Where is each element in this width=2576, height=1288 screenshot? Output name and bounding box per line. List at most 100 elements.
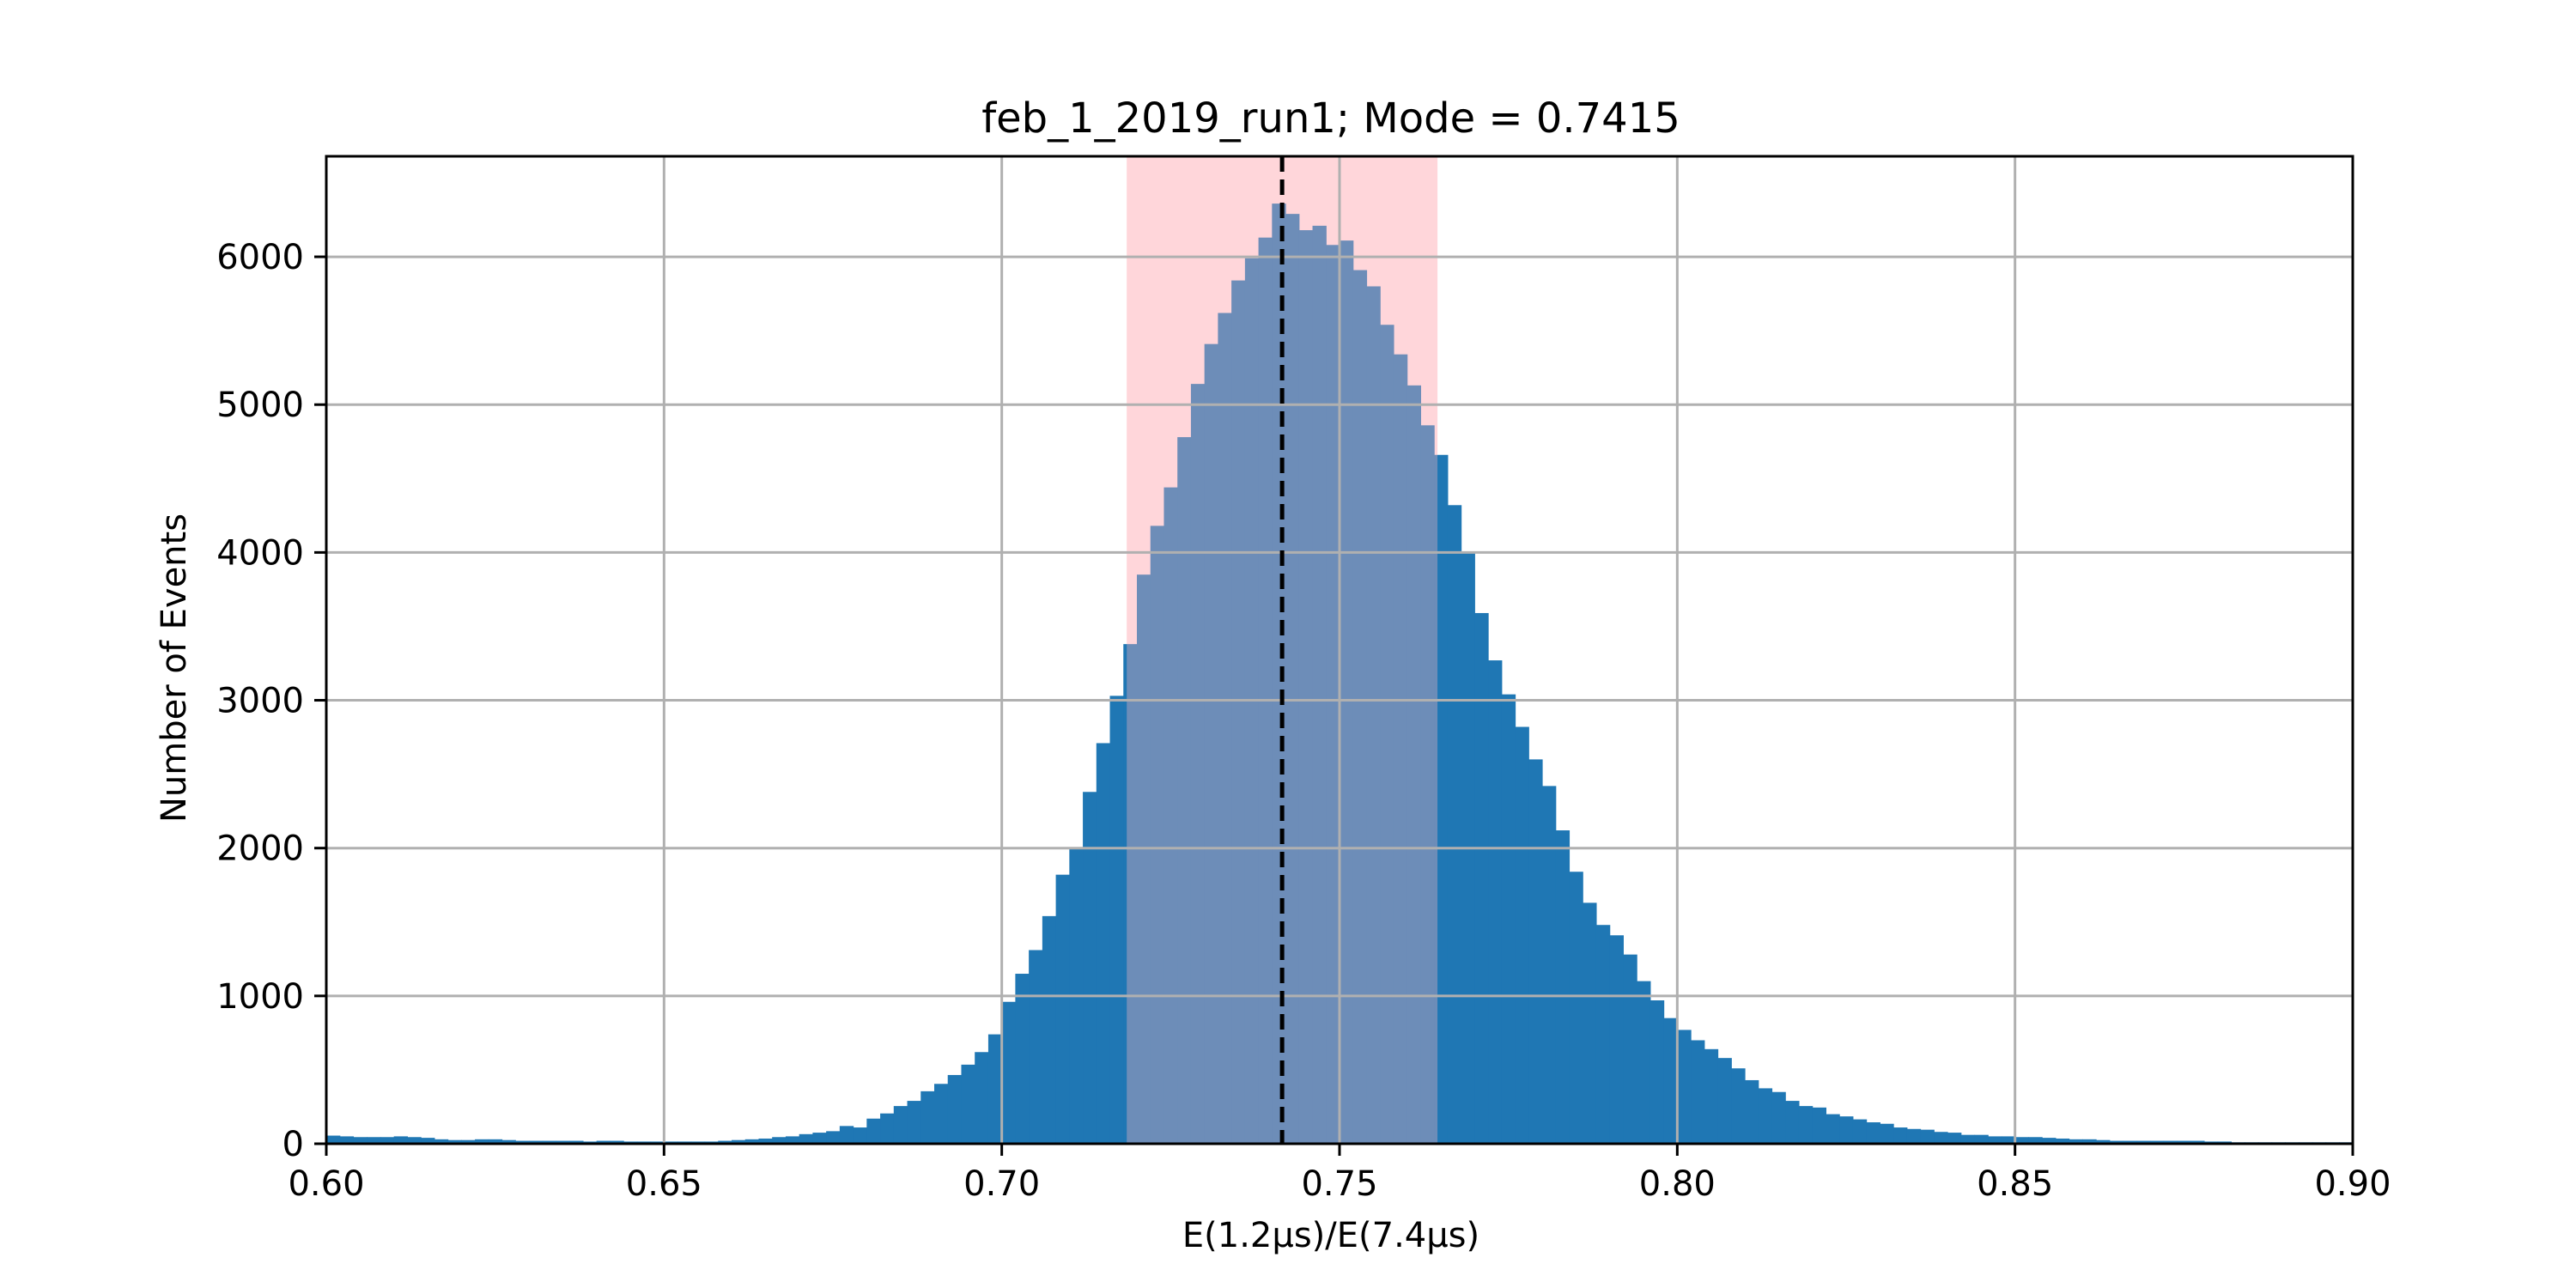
x-tick-label: 0.75 bbox=[1301, 1164, 1377, 1204]
histogram-bar bbox=[556, 1140, 570, 1144]
histogram-bar bbox=[1826, 1114, 1840, 1144]
histogram-bar bbox=[1218, 313, 1232, 1145]
x-tick-label: 0.90 bbox=[2314, 1164, 2391, 1204]
y-tick-label: 5000 bbox=[216, 386, 304, 425]
histogram-bar bbox=[1785, 1101, 1800, 1144]
histogram-bar bbox=[1731, 1068, 1746, 1144]
y-tick-label: 1000 bbox=[216, 977, 304, 1017]
histogram-bar bbox=[610, 1140, 624, 1144]
histogram-bar bbox=[718, 1140, 732, 1144]
histogram-bar bbox=[1677, 1030, 1692, 1144]
histogram-bar bbox=[1649, 1000, 1665, 1144]
y-axis-label: Number of Events bbox=[155, 513, 194, 823]
histogram-bar bbox=[393, 1136, 408, 1144]
histogram-bar bbox=[1015, 974, 1030, 1144]
histogram-bar bbox=[447, 1139, 462, 1144]
histogram-bar bbox=[326, 1135, 341, 1144]
histogram-bar bbox=[907, 1101, 921, 1144]
histogram-bar bbox=[1083, 792, 1097, 1144]
y-tick-label: 4000 bbox=[216, 533, 304, 573]
histogram-bar bbox=[1988, 1136, 2002, 1144]
histogram-bar bbox=[2096, 1139, 2111, 1144]
histogram-bar bbox=[461, 1139, 476, 1144]
histogram-bar bbox=[1406, 385, 1421, 1144]
histogram-bar bbox=[1258, 237, 1273, 1144]
histogram-bar bbox=[1420, 425, 1435, 1144]
histogram-bar bbox=[1812, 1107, 1826, 1144]
histogram-bar bbox=[515, 1140, 530, 1144]
histogram-bar bbox=[1340, 240, 1354, 1144]
x-tick-label: 0.60 bbox=[288, 1164, 364, 1204]
histogram-bar bbox=[826, 1131, 841, 1144]
histogram-bar bbox=[353, 1137, 368, 1144]
histogram-bar bbox=[407, 1137, 422, 1144]
histogram-bar bbox=[1555, 830, 1571, 1144]
y-tick-label: 2000 bbox=[216, 829, 304, 869]
histogram-bar bbox=[1704, 1048, 1719, 1144]
histogram-bar bbox=[744, 1139, 760, 1144]
histogram-bar bbox=[1609, 935, 1624, 1144]
histogram-bar bbox=[1839, 1116, 1854, 1144]
histogram-bar bbox=[1758, 1088, 1773, 1144]
histogram-bar bbox=[1542, 786, 1557, 1144]
x-tick-label: 0.80 bbox=[1639, 1164, 1716, 1204]
histogram-bar bbox=[772, 1137, 787, 1144]
histogram-bar bbox=[1326, 245, 1340, 1144]
histogram-bar bbox=[987, 1034, 1003, 1144]
histogram-bar bbox=[2042, 1138, 2057, 1144]
y-tick-label: 3000 bbox=[216, 682, 304, 721]
histogram-bar bbox=[893, 1106, 908, 1144]
histogram-bar bbox=[2055, 1138, 2070, 1144]
histogram-bar bbox=[758, 1138, 773, 1144]
histogram-bar bbox=[947, 1074, 963, 1144]
histogram-bar bbox=[596, 1140, 611, 1144]
histogram-bar bbox=[1880, 1123, 1894, 1144]
histogram-bar bbox=[380, 1137, 395, 1144]
histogram-bar bbox=[1298, 230, 1314, 1144]
histogram-bar bbox=[1771, 1091, 1786, 1144]
histogram-bar bbox=[1947, 1133, 1962, 1144]
histogram-bar bbox=[934, 1084, 949, 1144]
histogram-bar bbox=[2163, 1140, 2178, 1144]
histogram-bar bbox=[339, 1136, 355, 1144]
histogram-bar bbox=[799, 1133, 813, 1144]
x-tick-label: 0.65 bbox=[626, 1164, 702, 1204]
axis-ticks: 0.60 0.65 0.70 0.75 0.80 0.85 0.90 0 1000 2000 300… bbox=[216, 238, 2391, 1204]
histogram-bar bbox=[434, 1139, 449, 1144]
histogram-bar bbox=[1055, 874, 1070, 1144]
histogram-bar bbox=[1798, 1106, 1814, 1144]
histogram-bar bbox=[2028, 1137, 2043, 1144]
x-tick-label: 0.70 bbox=[963, 1164, 1040, 1204]
y-tick-label: 0 bbox=[283, 1125, 304, 1164]
histogram-bar bbox=[529, 1140, 544, 1144]
histogram-bar bbox=[2014, 1137, 2029, 1144]
histogram-bar bbox=[1934, 1132, 1948, 1144]
histogram-bar bbox=[1569, 872, 1583, 1144]
histogram-bar bbox=[2190, 1140, 2205, 1144]
histogram-bar bbox=[880, 1113, 895, 1144]
histogram-bar bbox=[866, 1118, 881, 1144]
histogram-bar bbox=[2177, 1140, 2191, 1144]
histogram-bar bbox=[1623, 954, 1637, 1144]
histogram-bar bbox=[1691, 1040, 1705, 1144]
histogram-bar bbox=[1866, 1122, 1880, 1144]
histogram-bar bbox=[1595, 925, 1611, 1144]
histogram-bar bbox=[501, 1139, 516, 1144]
histogram-bar bbox=[2136, 1140, 2151, 1144]
histogram-bar bbox=[367, 1137, 381, 1144]
histogram-bar bbox=[1029, 950, 1043, 1144]
histogram-bar bbox=[1583, 902, 1597, 1144]
histogram-bar bbox=[1717, 1058, 1732, 1144]
histogram-bar bbox=[488, 1139, 503, 1144]
histogram-bars bbox=[326, 204, 2354, 1145]
histogram-bar bbox=[1123, 644, 1138, 1144]
histogram-bar bbox=[1204, 343, 1218, 1145]
histogram-bar bbox=[421, 1138, 435, 1144]
histogram-bar bbox=[1150, 526, 1165, 1144]
histogram-bar bbox=[2001, 1136, 2016, 1144]
histogram-bar bbox=[2150, 1140, 2165, 1144]
histogram-bar bbox=[1380, 325, 1394, 1145]
histogram-bar bbox=[1960, 1134, 1976, 1144]
histogram-bar bbox=[1501, 694, 1516, 1144]
